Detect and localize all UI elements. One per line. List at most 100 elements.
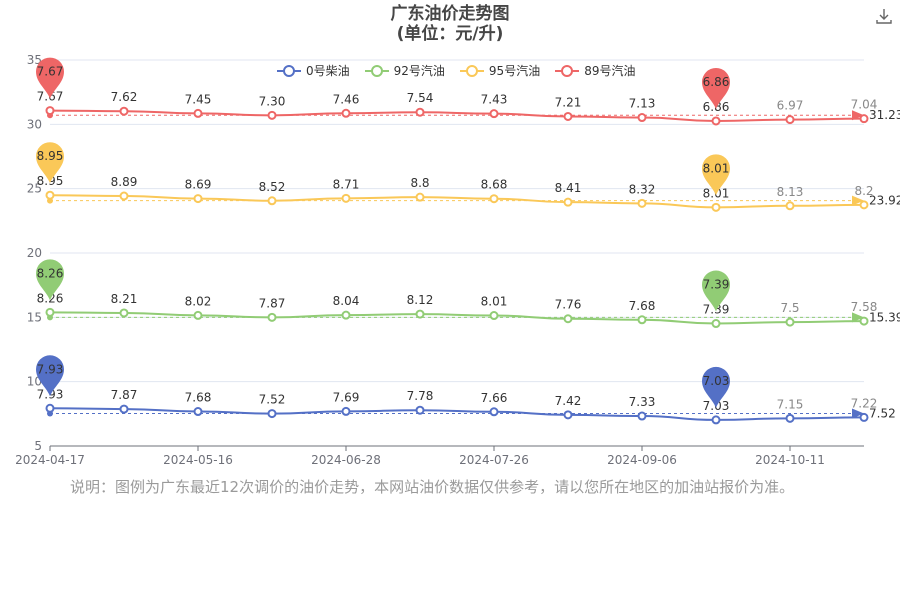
legend-item[interactable]: 0号柴油: [276, 62, 350, 79]
marker-pin-label: 8.01: [703, 161, 730, 175]
avg-line-label: 31.23: [869, 108, 900, 122]
data-label: 7.66: [481, 391, 508, 405]
marker-pin: [702, 270, 730, 312]
data-label: 8.2: [854, 184, 873, 198]
x-tick-label: 2024-10-11: [755, 453, 825, 467]
data-point: [785, 115, 795, 125]
data-label: 8.21: [111, 292, 138, 306]
data-label: 7.68: [629, 299, 656, 313]
data-point: [119, 308, 129, 318]
data-point: [711, 319, 721, 329]
data-point: [711, 202, 721, 212]
data-label: 6.97: [777, 99, 804, 113]
legend-item[interactable]: 92号汽油: [364, 62, 445, 79]
series-line: [49, 109, 865, 122]
data-point: [45, 403, 55, 413]
data-point: [119, 106, 129, 116]
data-label: 7.68: [185, 391, 212, 405]
y-tick-label: 20: [27, 246, 42, 260]
marker-pin-label: 7.03: [703, 374, 730, 388]
download-icon[interactable]: [874, 6, 894, 26]
data-point: [489, 109, 499, 119]
data-point: [489, 194, 499, 204]
data-label: 7.21: [555, 95, 582, 109]
data-point: [859, 114, 869, 124]
data-point: [119, 191, 129, 201]
x-tick-label: 2024-07-26: [459, 453, 529, 467]
data-label: 7.54: [407, 91, 434, 105]
data-label: 8.04: [333, 294, 360, 308]
data-point: [415, 107, 425, 117]
data-label: 7.87: [259, 296, 286, 310]
data-point: [711, 415, 721, 425]
legend-line-icon: [459, 64, 484, 77]
data-point: [859, 316, 869, 326]
data-label: 8.89: [111, 175, 138, 189]
marker-pin: [36, 259, 64, 301]
data-point: [45, 106, 55, 116]
data-point: [563, 111, 573, 121]
data-label: 7.43: [481, 93, 508, 107]
x-tick-label: 2024-04-17: [15, 453, 85, 467]
marker-pin: [702, 366, 730, 408]
legend-item[interactable]: 95号汽油: [459, 62, 540, 79]
chart-title-main: 广东油价走势图: [390, 4, 510, 24]
data-point: [341, 406, 351, 416]
data-label: 8.69: [185, 178, 212, 192]
data-point: [785, 201, 795, 211]
x-tick-label: 2024-06-28: [311, 453, 381, 467]
avg-line-arrow: [852, 195, 864, 206]
data-point: [785, 413, 795, 423]
legend-label: 95号汽油: [488, 64, 541, 78]
data-point: [193, 407, 203, 417]
chart-title: 广东油价走势图 (单位：元/升): [0, 4, 900, 44]
x-tick-label: 2024-09-06: [607, 453, 677, 467]
marker-pin-label: 6.86: [703, 75, 730, 89]
data-label: 7.13: [629, 97, 656, 111]
data-point: [119, 404, 129, 414]
legend-item[interactable]: 89号汽油: [554, 62, 635, 79]
data-label: 8.71: [333, 177, 360, 191]
legend-line-icon: [555, 64, 580, 77]
series-line: [49, 194, 865, 209]
marker-pin: [36, 57, 64, 99]
x-tick-label: 2024-05-16: [163, 453, 233, 467]
data-label: 7.46: [333, 92, 360, 106]
avg-line-arrow: [852, 408, 864, 419]
avg-line-label: 23.92: [869, 194, 900, 208]
data-label: 7.22: [851, 396, 878, 410]
data-point: [193, 194, 203, 204]
data-point: [341, 310, 351, 320]
data-label: 7.42: [555, 394, 582, 408]
data-label: 7.45: [185, 92, 212, 106]
data-label: 7.62: [111, 90, 138, 104]
legend-label: 92号汽油: [393, 64, 445, 78]
marker-pin-label: 7.39: [703, 278, 730, 292]
avg-line-arrow: [852, 110, 864, 121]
data-point: [45, 307, 55, 317]
data-point: [859, 200, 869, 210]
data-point: [267, 312, 277, 322]
data-label: 7.5: [780, 301, 799, 315]
marker-pin-label: 8.95: [37, 149, 64, 163]
chart-title-unit: (单位：元/升): [396, 24, 504, 44]
data-label: 8.41: [555, 181, 582, 195]
legend-label: 0号柴油: [306, 64, 350, 78]
data-point: [193, 310, 203, 320]
data-point: [637, 411, 647, 421]
data-point: [785, 317, 795, 327]
data-label: 8.32: [629, 182, 656, 196]
legend-label: 89号汽油: [584, 64, 636, 78]
series-line: [49, 407, 865, 421]
data-point: [637, 315, 647, 325]
data-point: [637, 113, 647, 123]
data-point: [45, 190, 55, 200]
data-point: [415, 192, 425, 202]
data-point: [341, 193, 351, 203]
data-label: 8.12: [407, 293, 434, 307]
data-label: 8.02: [185, 294, 212, 308]
legend-line-icon: [277, 64, 301, 77]
data-label: 7.76: [555, 298, 582, 312]
data-label: 8.01: [481, 295, 508, 309]
data-point: [193, 108, 203, 118]
